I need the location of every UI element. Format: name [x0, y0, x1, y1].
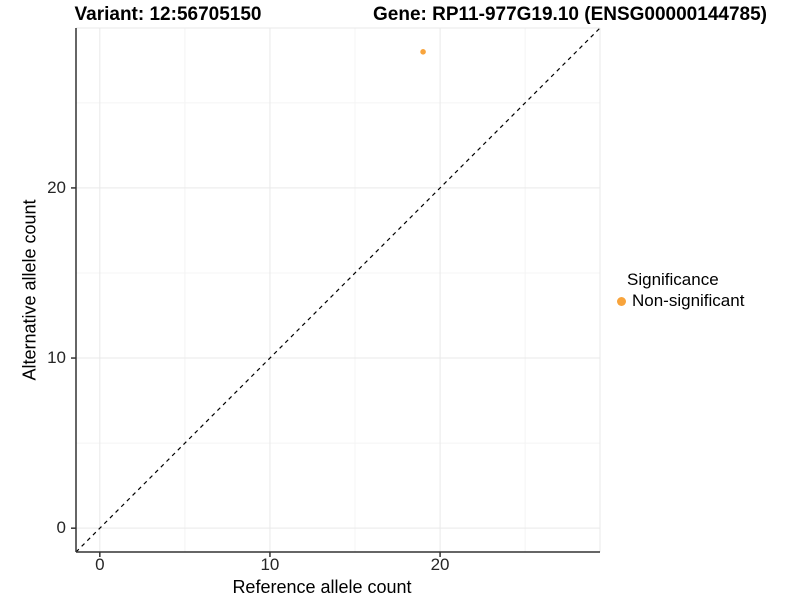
x-tick-label: 10	[260, 555, 280, 574]
legend-item-non-significant: Non-significant	[612, 291, 744, 311]
y-axis-title: Alternative allele count	[19, 199, 40, 381]
x-axis-title: Reference allele count	[232, 577, 412, 597]
legend-item-label: Non-significant	[632, 291, 745, 310]
legend: Significance Non-significant	[612, 270, 744, 311]
data-point	[420, 49, 426, 55]
plot-title-variant: Variant: 12:56705150	[74, 4, 262, 25]
y-tick-label: 0	[56, 518, 66, 538]
legend-title: Significance	[627, 270, 719, 289]
y-tick-label: 20	[47, 177, 66, 197]
y-tick-label: 10	[47, 348, 66, 368]
plot-title-gene: Gene: RP11-977G19.10 (ENSG00000144785)	[373, 4, 767, 25]
legend-point-icon	[617, 296, 626, 306]
identity-dashed-line	[75, 27, 601, 553]
x-tick-label: 20	[430, 555, 450, 574]
x-tick-label: 0	[95, 555, 105, 574]
